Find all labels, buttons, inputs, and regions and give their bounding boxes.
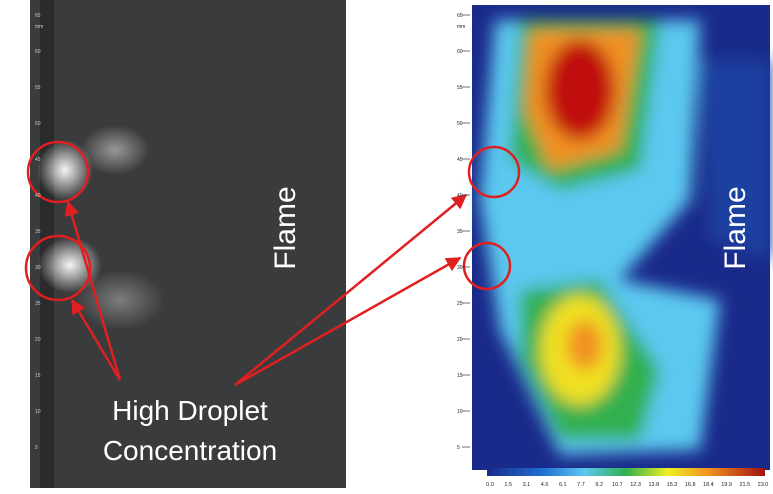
ruler-label: 15: [457, 373, 463, 379]
ruler-label: 5: [35, 445, 38, 451]
colorbar-label: 15.3: [667, 482, 678, 488]
ruler-label: 60: [457, 49, 463, 55]
ruler-label: 45: [457, 157, 463, 163]
ruler-label: 50: [457, 121, 463, 127]
ruler-label: 55: [457, 85, 463, 91]
colorbar-label: 9.2: [595, 482, 603, 488]
colorbar-label: 1.5: [504, 482, 512, 488]
ruler-label: 30: [35, 265, 41, 271]
ruler-label: 25: [35, 301, 41, 307]
colorbar-label: 7.7: [577, 482, 585, 488]
panel-label: Flame: [719, 186, 752, 269]
page: Flame Flame High Droplet Concentration m…: [0, 0, 773, 494]
colorbar-label: 3.1: [523, 482, 531, 488]
colorbar-label: 21.5: [739, 482, 750, 488]
colorbar-label: 19.9: [721, 482, 732, 488]
ruler-label: 65: [457, 13, 463, 19]
figure: Flame Flame High Droplet Concentration m…: [0, 0, 773, 494]
colorbar-label: 16.8: [685, 482, 696, 488]
ruler-label: 35: [457, 229, 463, 235]
ruler-unit: mm: [457, 24, 465, 30]
ruler-unit: mm: [35, 24, 43, 30]
ruler-label: 10: [35, 409, 41, 415]
ruler-label: 40: [457, 193, 463, 199]
panel-label: Flame: [269, 186, 302, 269]
ruler-label: 40: [35, 193, 41, 199]
ruler-label: 65: [35, 13, 41, 19]
ruler-label: 20: [457, 337, 463, 343]
ruler-label: 20: [35, 337, 41, 343]
annotation-text: Concentration: [103, 435, 277, 466]
ruler-label: 25: [457, 301, 463, 307]
colorbar-label: 23.0: [758, 482, 769, 488]
ruler-label: 45: [35, 157, 41, 163]
colorbar-label: 18.4: [703, 482, 714, 488]
colorbar-label: 12.3: [630, 482, 641, 488]
ruler-label: 5: [457, 445, 460, 451]
colorbar-label: 6.1: [559, 482, 567, 488]
spray-cloud: [80, 125, 150, 175]
ruler-label: 15: [35, 373, 41, 379]
ruler-label: 35: [35, 229, 41, 235]
ruler-label: 50: [35, 121, 41, 127]
colorbar-label: 4.6: [541, 482, 549, 488]
annotation-text: High Droplet: [112, 395, 268, 426]
colorbar-label: 0.0: [486, 482, 494, 488]
ruler-label: 60: [35, 49, 41, 55]
colorbar-label: 10.7: [612, 482, 623, 488]
colorbar-label: 13.8: [648, 482, 659, 488]
ruler-label: 10: [457, 409, 463, 415]
ruler-label: 55: [35, 85, 41, 91]
ruler-label: 30: [457, 265, 463, 271]
